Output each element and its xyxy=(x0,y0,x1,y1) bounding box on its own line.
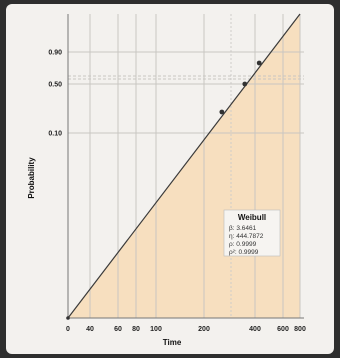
y-tick-label: 0.50 xyxy=(48,82,62,89)
data-points xyxy=(66,60,262,320)
data-point xyxy=(242,81,248,87)
y-tick-label: 0.10 xyxy=(48,131,62,138)
origin-point xyxy=(66,316,70,320)
legend-title: Weibull xyxy=(238,213,266,222)
y-tick-label: 0.90 xyxy=(48,50,62,57)
tick-labels: 0 40 60 80 100 200 400 600 800 0.10 0.50 0.90 xyxy=(48,50,306,334)
legend-entry: ρ²: 0.9999 xyxy=(229,249,259,256)
y-axis-label: Probability xyxy=(27,157,36,199)
gridlines xyxy=(67,14,304,319)
x-tick-label: 60 xyxy=(114,326,122,333)
x-tick-label: 800 xyxy=(294,326,306,333)
x-tick-label: 80 xyxy=(132,326,140,333)
x-tick-label: 100 xyxy=(150,326,162,333)
x-tick-label: 200 xyxy=(198,326,210,333)
fit-line xyxy=(67,13,301,319)
x-tick-label: 0 xyxy=(66,326,70,333)
x-tick-label: 600 xyxy=(277,326,289,333)
legend-entry: ρ: 0.9999 xyxy=(229,241,257,248)
legend-entry: β: 3.6461 xyxy=(229,225,257,232)
fit-line-layer xyxy=(67,13,301,319)
x-tick-label: 400 xyxy=(249,326,261,333)
data-point xyxy=(256,60,262,66)
legend-entry: η: 444.7872 xyxy=(229,233,264,240)
x-axis-label: Time xyxy=(163,338,182,347)
x-tick-label: 40 xyxy=(86,326,94,333)
data-point xyxy=(219,109,225,115)
